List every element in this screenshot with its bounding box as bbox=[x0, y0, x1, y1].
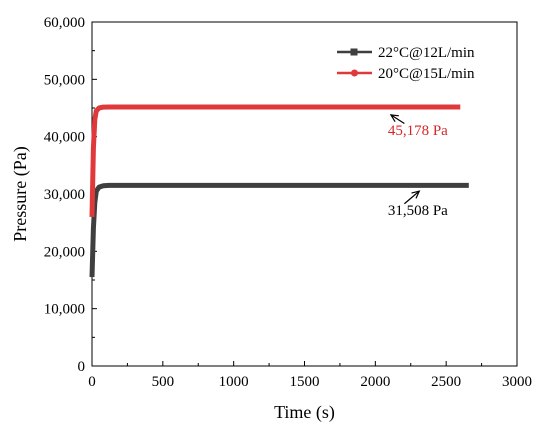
annotation-label: 45,178 Pa bbox=[388, 123, 448, 139]
y-tick-label: 20,000 bbox=[44, 244, 85, 260]
y-tick-label: 10,000 bbox=[44, 302, 85, 318]
annotation-arrow-line bbox=[403, 190, 420, 205]
annotation-label: 31,508 Pa bbox=[388, 203, 448, 219]
y-tick-label: 40,000 bbox=[44, 130, 85, 146]
y-tick-label: 30,000 bbox=[44, 187, 85, 203]
series-line-2 bbox=[89, 104, 461, 217]
y-tick-label: 60,000 bbox=[44, 15, 85, 31]
annotation-arrow-head bbox=[411, 190, 421, 199]
annotation-arrow-head bbox=[389, 114, 399, 123]
series-line-1 bbox=[89, 182, 469, 278]
legend-label: 20°C@15L/min bbox=[378, 66, 475, 82]
series-lines bbox=[89, 104, 469, 278]
x-tick-label: 0 bbox=[88, 374, 96, 390]
x-tick-label: 2500 bbox=[431, 374, 461, 390]
x-axis-title: Time (s) bbox=[274, 402, 335, 423]
legend-marker-square bbox=[350, 48, 358, 56]
annotation-arrow-line bbox=[390, 114, 405, 124]
legend-marker-circle bbox=[351, 69, 358, 77]
y-axis-title: Pressure (Pa) bbox=[10, 146, 31, 241]
axes: 0 500 1000 1500 2000 2500 3000 0 10,000 20,000 30,… bbox=[10, 15, 532, 423]
legend-label: 22°C@12L/min bbox=[378, 45, 475, 61]
x-tick-label: 500 bbox=[152, 374, 175, 390]
annotations: 45,178 Pa 31,508 Pa bbox=[388, 114, 448, 219]
x-tick-label: 3000 bbox=[502, 374, 532, 390]
x-tick-label: 1000 bbox=[219, 374, 249, 390]
x-tick-label: 2000 bbox=[360, 374, 390, 390]
legend: 22°C@12L/min 20°C@15L/min bbox=[337, 45, 475, 82]
y-tick-label: 0 bbox=[78, 359, 86, 375]
x-tick-label: 1500 bbox=[290, 374, 320, 390]
y-tick-label: 50,000 bbox=[44, 72, 85, 88]
